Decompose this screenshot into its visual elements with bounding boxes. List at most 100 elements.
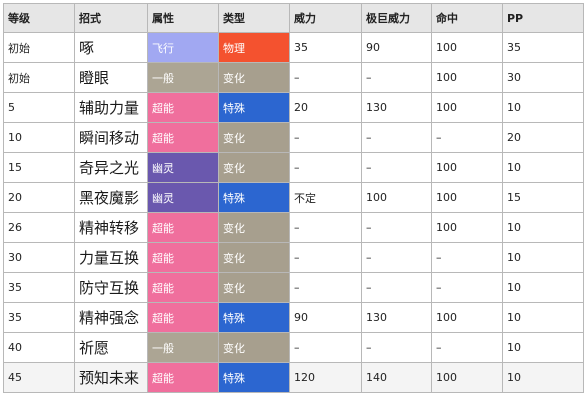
level-cell: 26 xyxy=(3,212,75,243)
pp-cell: 10 xyxy=(502,212,584,243)
max-power-cell: – xyxy=(361,272,432,303)
move-name-cell[interactable]: 力量互换 xyxy=(74,242,148,273)
power-cell: – xyxy=(289,242,362,273)
power-cell: – xyxy=(289,62,362,93)
accuracy-cell: 100 xyxy=(431,182,503,213)
power-cell: – xyxy=(289,122,362,153)
pp-cell: 10 xyxy=(502,272,584,303)
level-cell: 45 xyxy=(3,362,75,393)
move-name-cell[interactable]: 精神强念 xyxy=(74,302,148,333)
category-cell: 物理 xyxy=(218,32,290,63)
max-power-cell: 100 xyxy=(361,182,432,213)
pp-cell: 15 xyxy=(502,182,584,213)
table-row: 初始啄飞行 物理 35 90 100 35 xyxy=(3,32,584,63)
pp-cell: 10 xyxy=(502,242,584,273)
move-name-cell[interactable]: 瞬间移动 xyxy=(74,122,148,153)
move-name-cell[interactable]: 精神转移 xyxy=(74,212,148,243)
type-cell: 幽灵 xyxy=(147,182,219,213)
power-cell: – xyxy=(289,272,362,303)
category-cell: 特殊 xyxy=(218,362,290,393)
accuracy-cell: – xyxy=(431,332,503,363)
pp-cell: 30 xyxy=(502,62,584,93)
category-cell: 特殊 xyxy=(218,182,290,213)
move-name-cell[interactable]: 辅助力量 xyxy=(74,92,148,123)
category-cell: 变化 xyxy=(218,122,290,153)
pp-cell: 35 xyxy=(502,32,584,63)
pp-cell: 20 xyxy=(502,122,584,153)
table-row: 15 奇异之光 幽灵 变化 – –100 10 xyxy=(3,152,584,183)
type-cell: 一般 xyxy=(147,62,219,93)
table-row: 初始 瞪眼 一般 变化 – –100 30 xyxy=(3,62,584,93)
power-cell: – xyxy=(289,152,362,183)
level-cell: 35 xyxy=(3,302,75,333)
level-cell: 20 xyxy=(3,182,75,213)
level-cell: 15 xyxy=(3,152,75,183)
move-name-cell[interactable]: 防守互换 xyxy=(74,272,148,303)
max-power-cell: – xyxy=(361,212,432,243)
category-cell: 变化 xyxy=(218,242,290,273)
max-power-cell: – xyxy=(361,152,432,183)
type-cell: 超能 xyxy=(147,242,219,273)
header-level[interactable]: 等级 xyxy=(3,3,75,33)
level-up-moves-table: 等级 招式 属性 类型 威力 极巨威力 命中 PP 初始啄飞行 物理 35 90 100… xyxy=(3,3,584,393)
level-cell: 30 xyxy=(3,242,75,273)
type-cell: 飞行 xyxy=(147,32,219,63)
move-name-cell[interactable]: 黑夜魔影 xyxy=(74,182,148,213)
level-cell: 35 xyxy=(3,272,75,303)
type-cell: 一般 xyxy=(147,332,219,363)
header-category[interactable]: 类型 xyxy=(218,3,290,33)
accuracy-cell: 100 xyxy=(431,302,503,333)
max-power-cell: 140 xyxy=(361,362,432,393)
pp-cell: 10 xyxy=(502,362,584,393)
table-row: 26 精神转移 超能 变化 – –100 10 xyxy=(3,212,584,243)
move-name-cell[interactable]: 奇异之光 xyxy=(74,152,148,183)
header-max-power[interactable]: 极巨威力 xyxy=(361,3,432,33)
power-cell: – xyxy=(289,332,362,363)
header-type[interactable]: 属性 xyxy=(147,3,219,33)
level-cell: 10 xyxy=(3,122,75,153)
max-power-cell: – xyxy=(361,62,432,93)
move-name-cell[interactable]: 瞪眼 xyxy=(74,62,148,93)
power-cell: 90 xyxy=(289,302,362,333)
power-cell: 不定 xyxy=(289,182,362,213)
max-power-cell: 130 xyxy=(361,302,432,333)
power-cell: – xyxy=(289,212,362,243)
header-pp[interactable]: PP xyxy=(502,3,584,33)
power-cell: 120 xyxy=(289,362,362,393)
header-accuracy[interactable]: 命中 xyxy=(431,3,503,33)
table-row: 45 预知未来 超能 特殊 120 140 100 10 xyxy=(3,362,584,393)
type-cell: 超能 xyxy=(147,92,219,123)
power-cell: 35 xyxy=(289,32,362,63)
move-name-cell[interactable]: 预知未来 xyxy=(74,362,148,393)
max-power-cell: 130 xyxy=(361,92,432,123)
category-cell: 变化 xyxy=(218,272,290,303)
max-power-cell: – xyxy=(361,242,432,273)
accuracy-cell: 100 xyxy=(431,92,503,123)
pp-cell: 10 xyxy=(502,302,584,333)
accuracy-cell: 100 xyxy=(431,62,503,93)
move-name-cell[interactable]: 祈愿 xyxy=(74,332,148,363)
category-cell: 变化 xyxy=(218,212,290,243)
category-cell: 变化 xyxy=(218,152,290,183)
level-cell: 初始 xyxy=(3,32,75,63)
power-cell: 20 xyxy=(289,92,362,123)
header-move[interactable]: 招式 xyxy=(74,3,148,33)
accuracy-cell: – xyxy=(431,272,503,303)
type-cell: 超能 xyxy=(147,272,219,303)
table-row: 10 瞬间移动 超能 变化 – – –20 xyxy=(3,122,584,153)
accuracy-cell: 100 xyxy=(431,362,503,393)
table-row: 20 黑夜魔影 幽灵 特殊 不定 100 100 15 xyxy=(3,182,584,213)
pp-cell: 10 xyxy=(502,92,584,123)
header-power[interactable]: 威力 xyxy=(289,3,362,33)
category-cell: 特殊 xyxy=(218,92,290,123)
table-header-row: 等级 招式 属性 类型 威力 极巨威力 命中 PP xyxy=(3,3,584,33)
category-cell: 变化 xyxy=(218,62,290,93)
accuracy-cell: 100 xyxy=(431,152,503,183)
level-cell: 初始 xyxy=(3,62,75,93)
move-name-cell[interactable]: 啄 xyxy=(74,32,148,63)
type-cell: 超能 xyxy=(147,122,219,153)
level-cell: 40 xyxy=(3,332,75,363)
table-row: 35 精神强念 超能 特殊 90 130 100 10 xyxy=(3,302,584,333)
type-cell: 超能 xyxy=(147,302,219,333)
level-cell: 5 xyxy=(3,92,75,123)
